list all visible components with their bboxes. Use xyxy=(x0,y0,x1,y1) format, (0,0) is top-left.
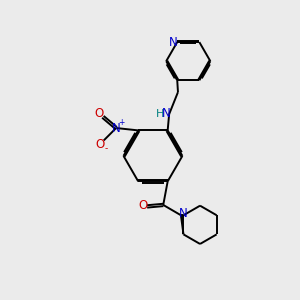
Text: N: N xyxy=(112,122,121,134)
Text: N: N xyxy=(178,207,188,220)
Text: H: H xyxy=(155,109,164,119)
Text: +: + xyxy=(118,118,124,127)
Text: O: O xyxy=(138,199,147,212)
Text: -: - xyxy=(104,144,107,153)
Text: N: N xyxy=(169,36,178,49)
Text: O: O xyxy=(96,138,105,151)
Text: O: O xyxy=(94,107,104,120)
Text: N: N xyxy=(162,107,171,120)
